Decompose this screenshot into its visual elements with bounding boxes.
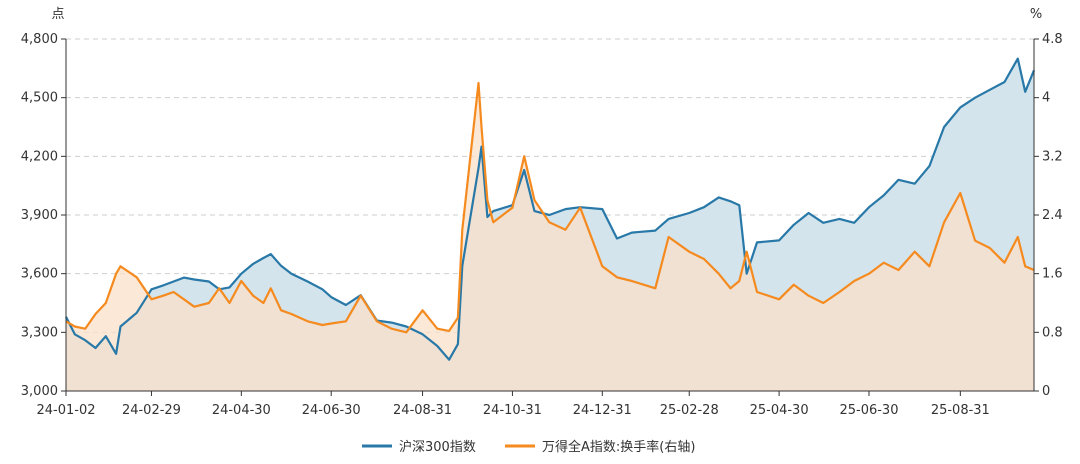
x-tick-label: 24-10-31 <box>483 403 542 418</box>
y-left-tick-label: 3,000 <box>21 384 58 399</box>
y-left-tick-label: 3,900 <box>21 208 58 223</box>
legend-item-hs300: 沪深300指数 <box>362 439 476 455</box>
y-left-tick-label: 4,800 <box>21 32 58 47</box>
y-left-tick-label: 3,600 <box>21 267 58 282</box>
y-right-tick-label: 2.4 <box>1042 208 1063 223</box>
y-right-tick-label: 4 <box>1042 91 1050 106</box>
turnover-rate-area <box>66 83 1034 391</box>
x-tick-label: 25-06-30 <box>839 403 898 418</box>
x-tick-label: 24-02-29 <box>122 403 181 418</box>
legend-item-turnover: 万得全A指数:换手率(右轴) <box>505 439 695 455</box>
x-tick-label: 24-12-31 <box>573 403 632 418</box>
x-tick-label: 24-04-30 <box>212 403 271 418</box>
tick-labels: 3,000 3,300 3,600 3,900 4,200 4,500 4,800 0 0.8 1… <box>21 32 1063 418</box>
series-areas <box>66 58 1034 391</box>
y-left-tick-label: 3,300 <box>21 325 58 340</box>
x-tick-label: 24-08-31 <box>393 403 452 418</box>
y-left-tick-label: 4,200 <box>21 149 58 164</box>
legend-label-hs300: 沪深300指数 <box>399 439 476 455</box>
left-axis-unit: 点 <box>51 7 64 22</box>
x-tick-label: 25-02-28 <box>660 403 719 418</box>
legend-label-turnover: 万得全A指数:换手率(右轴) <box>542 439 695 455</box>
right-axis-unit: % <box>1030 7 1042 22</box>
x-tick-label: 25-04-30 <box>750 403 809 418</box>
series-lines <box>65 57 1036 361</box>
y-right-tick-label: 0 <box>1042 384 1050 399</box>
turnover-rate-line <box>65 81 1035 334</box>
legend: 沪深300指数 万得全A指数:换手率(右轴) <box>362 439 695 455</box>
x-tick-label: 24-06-30 <box>302 403 361 418</box>
x-tick-label: 24-01-02 <box>36 403 95 418</box>
y-right-tick-label: 4.8 <box>1042 32 1063 47</box>
y-right-tick-label: 3.2 <box>1042 149 1063 164</box>
y-right-tick-label: 0.8 <box>1042 325 1063 340</box>
y-right-tick-label: 1.6 <box>1042 267 1063 282</box>
y-left-tick-label: 4,500 <box>21 91 58 106</box>
x-tick-label: 25-08-31 <box>931 403 990 418</box>
